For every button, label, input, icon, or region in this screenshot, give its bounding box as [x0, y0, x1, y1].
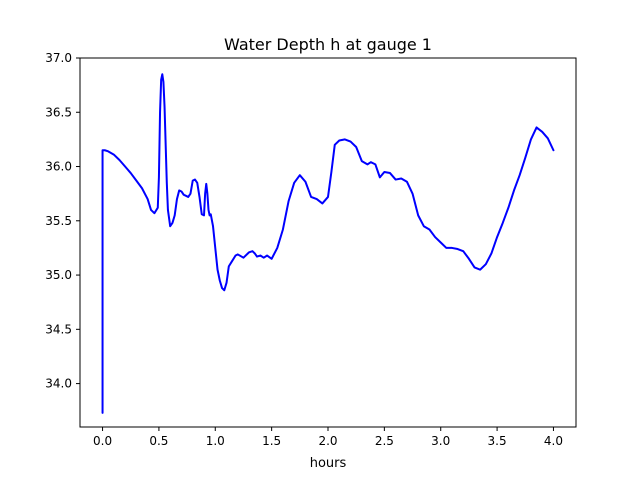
y-tick-label: 36.5 [45, 105, 72, 119]
x-tick-label: 1.5 [262, 434, 281, 448]
x-axis-label: hours [310, 456, 347, 471]
y-tick-label: 37.0 [45, 51, 72, 65]
series-line-0 [101, 73, 555, 414]
x-tick-label: 3.0 [431, 434, 450, 448]
y-tick-label: 36.0 [45, 160, 72, 174]
chart-title: Water Depth h at gauge 1 [224, 35, 432, 54]
x-tick-label: 2.5 [375, 434, 394, 448]
x-tick-label: 3.5 [488, 434, 507, 448]
x-tick-label: 1.0 [206, 434, 225, 448]
data-layer [101, 73, 555, 414]
x-tick-label: 2.0 [318, 434, 337, 448]
y-tick-label: 34.5 [45, 322, 72, 336]
x-tick-label: 0.0 [93, 434, 112, 448]
plot-frame [79, 57, 577, 428]
y-tick-label: 35.5 [45, 214, 72, 228]
ticks-layer: 0.0 0.5 1.0 1.5 2.0 2.5 3.0 3.5 4.0 34.0 34.5 35.0 3… [45, 51, 563, 448]
x-tick-label: 4.0 [544, 434, 563, 448]
y-tick-label: 35.0 [45, 268, 72, 282]
x-tick-label: 0.5 [149, 434, 168, 448]
y-tick-label: 34.0 [45, 377, 72, 391]
plot-area [80, 58, 576, 427]
